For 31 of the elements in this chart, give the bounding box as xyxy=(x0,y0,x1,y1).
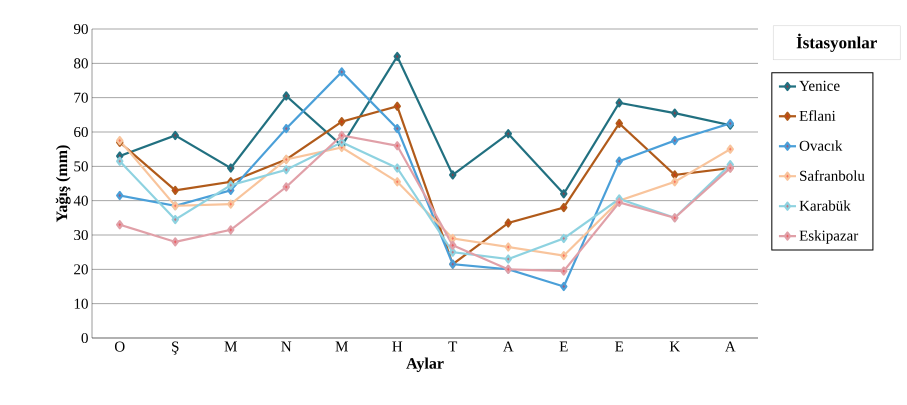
x-tick-label: A xyxy=(724,342,736,352)
legend-title: İstasyonlar xyxy=(796,34,877,52)
y-tick-label: 80 xyxy=(74,58,88,68)
x-axis-title: Aylar xyxy=(406,358,444,372)
x-tick-label: O xyxy=(114,342,125,352)
x-tick-label: K xyxy=(670,342,680,352)
x-tick-label: Ş xyxy=(172,342,178,355)
y-axis-title: Yağış (mm) xyxy=(56,145,71,222)
y-tick-label: 30 xyxy=(74,230,88,240)
legend-label: Safranbolu xyxy=(800,170,865,181)
legend-label: Karabük xyxy=(800,200,851,211)
y-tick-label: 40 xyxy=(74,196,88,206)
legend-label: Eflani xyxy=(800,110,836,121)
y-tick-label: 70 xyxy=(74,92,88,103)
legend-label: Ovacık xyxy=(800,140,842,151)
x-tick-label: T xyxy=(448,342,458,352)
y-tick-label: 20 xyxy=(74,264,88,274)
x-tick-label: E xyxy=(560,342,568,352)
y-tick-label: 50 xyxy=(74,161,88,172)
y-tick-label: 60 xyxy=(74,126,88,138)
legend-label: Eskipazar xyxy=(800,230,858,244)
x-tick-label: M xyxy=(336,342,348,352)
y-tick-label: 90 xyxy=(74,24,88,34)
legend-label: Yenice xyxy=(799,80,840,91)
y-tick-label: 10 xyxy=(74,298,88,309)
x-tick-label: M xyxy=(224,342,237,352)
x-tick-label: A xyxy=(502,342,514,352)
x-tick-label: E xyxy=(615,342,624,352)
y-tick-label: 0 xyxy=(82,332,88,344)
x-tick-label: H xyxy=(392,342,402,352)
x-tick-label: N xyxy=(281,342,292,352)
